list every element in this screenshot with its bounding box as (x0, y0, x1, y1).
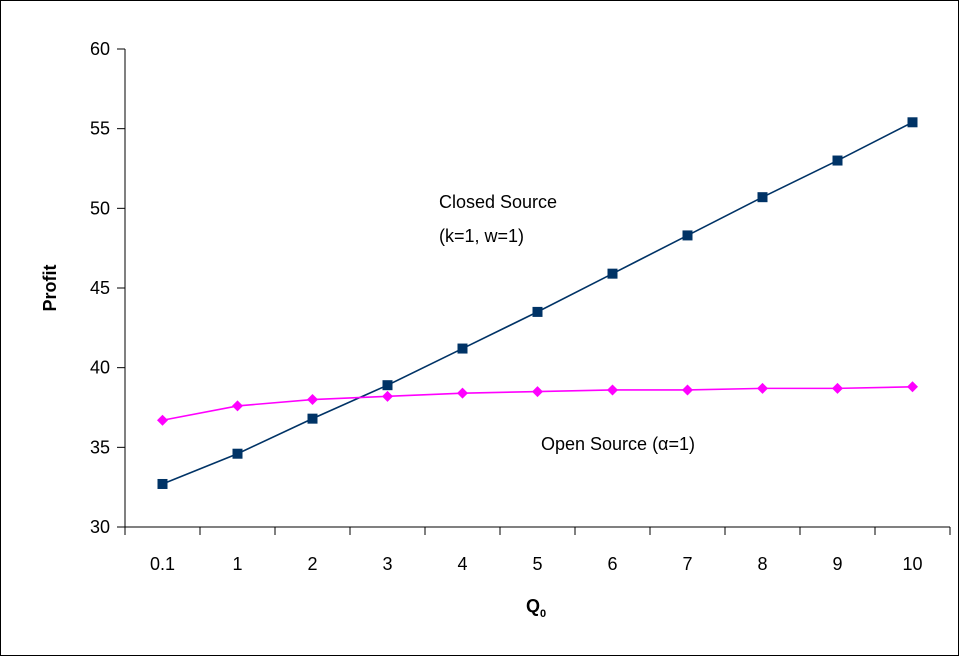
x-tick-label: 1 (232, 554, 242, 574)
open-source-point (907, 381, 918, 393)
closed-source-point (607, 268, 618, 279)
x-tick-label: 7 (682, 554, 692, 574)
x-tick-label: 2 (307, 554, 317, 574)
open-source-annotation: Open Source (α=1) (541, 434, 695, 454)
closed-source-point (757, 192, 768, 203)
closed-source-point (532, 306, 543, 317)
y-tick-label: 30 (90, 517, 110, 537)
closed-source-point (682, 230, 693, 241)
y-tick-label: 50 (90, 198, 110, 218)
closed-source-point (457, 343, 468, 354)
closed-source-annotation-line2: (k=1, w=1) (439, 226, 524, 246)
open-source-point (832, 382, 843, 394)
open-source-point (532, 386, 543, 398)
open-source-point (607, 384, 618, 396)
y-tick-label: 60 (90, 39, 110, 59)
series-layer (157, 117, 918, 489)
open-source-point (232, 400, 243, 412)
open-source-point (382, 390, 393, 402)
closed-source-annotation-line1: Closed Source (439, 192, 557, 212)
closed-source-point (232, 448, 243, 459)
x-axis-title-subscript: 0 (540, 608, 546, 620)
open-source-point (307, 394, 318, 406)
x-tick-label: 3 (382, 554, 392, 574)
open-source-point (457, 387, 468, 399)
closed-source-point (907, 117, 918, 128)
x-axis-title-main: Q (526, 596, 540, 616)
x-axis-title: Q0 (526, 596, 546, 620)
open-source-point (757, 382, 768, 394)
x-ticks: 0.1 1 2 3 4 5 6 7 8 9 10 (124, 527, 951, 574)
x-tick-label: 5 (532, 554, 542, 574)
closed-source-point (157, 478, 168, 489)
closed-source-point (382, 380, 393, 391)
x-tick-label: 6 (607, 554, 617, 574)
y-tick-label: 45 (90, 278, 110, 298)
closed-source-point (307, 413, 318, 424)
y-tick-label: 55 (90, 119, 110, 139)
y-tick-label: 40 (90, 358, 110, 378)
x-tick-label: 9 (832, 554, 842, 574)
x-tick-label: 8 (757, 554, 767, 574)
open-source-point (682, 384, 693, 396)
closed-source-point (832, 155, 843, 166)
x-tick-label: 4 (457, 554, 467, 574)
y-tick-label: 35 (90, 437, 110, 457)
x-tick-label: 10 (902, 554, 922, 574)
open-source-point (157, 414, 168, 426)
y-axis-title: Profit (40, 264, 60, 311)
y-ticks: 30 35 40 45 50 55 60 (90, 39, 125, 537)
x-tick-label: 0.1 (150, 554, 175, 574)
